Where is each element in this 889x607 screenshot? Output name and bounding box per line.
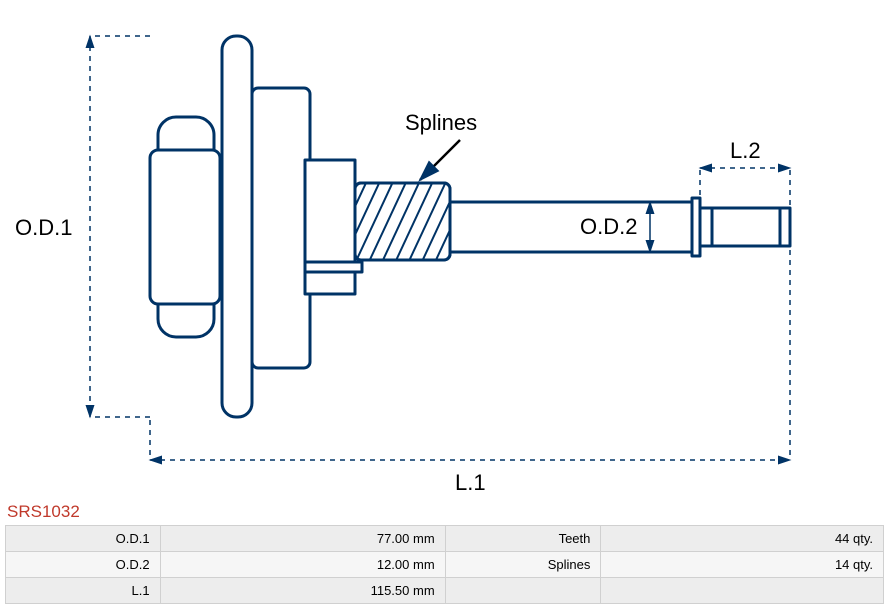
table-row: L.1 115.50 mm [6,578,884,604]
cell-label: O.D.2 [6,552,161,578]
cell-label: Splines [445,552,601,578]
label-l1: L.1 [455,470,486,495]
cell-value: 77.00 mm [160,526,445,552]
label-od2: O.D.2 [580,214,637,239]
dimension-l2: L.2 [700,138,790,205]
cell-label: L.1 [6,578,161,604]
technical-diagram: O.D.1 L.1 L.2 O.D.2 Splines [0,0,889,500]
cell-value: 44 qty. [601,526,884,552]
table-row: O.D.1 77.00 mm Teeth 44 qty. [6,526,884,552]
label-od1: O.D.1 [15,215,72,240]
part-outline [150,36,790,417]
dimension-od1: O.D.1 [15,36,150,417]
cell-value: 12.00 mm [160,552,445,578]
table-row: O.D.2 12.00 mm Splines 14 qty. [6,552,884,578]
cell-label: Teeth [445,526,601,552]
cell-label [445,578,601,604]
cell-value: 115.50 mm [160,578,445,604]
spec-table: O.D.1 77.00 mm Teeth 44 qty. O.D.2 12.00… [5,525,884,604]
cell-value: 14 qty. [601,552,884,578]
callout-splines: Splines [405,110,477,180]
part-number: SRS1032 [7,502,80,522]
cell-value [601,578,884,604]
label-l2: L.2 [730,138,761,163]
label-splines: Splines [405,110,477,135]
cell-label: O.D.1 [6,526,161,552]
